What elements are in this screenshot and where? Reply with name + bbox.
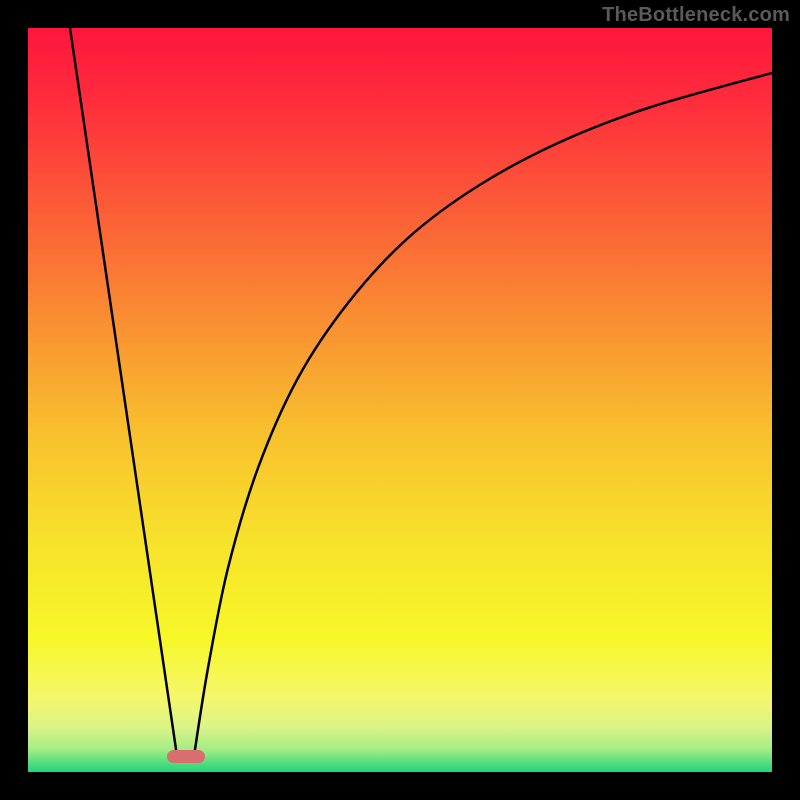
valley-marker [167,750,205,763]
bottleneck-curves [28,28,772,772]
watermark-text: TheBottleneck.com [602,4,790,27]
plot-area [28,28,772,772]
chart-frame: TheBottleneck.com [0,0,800,800]
